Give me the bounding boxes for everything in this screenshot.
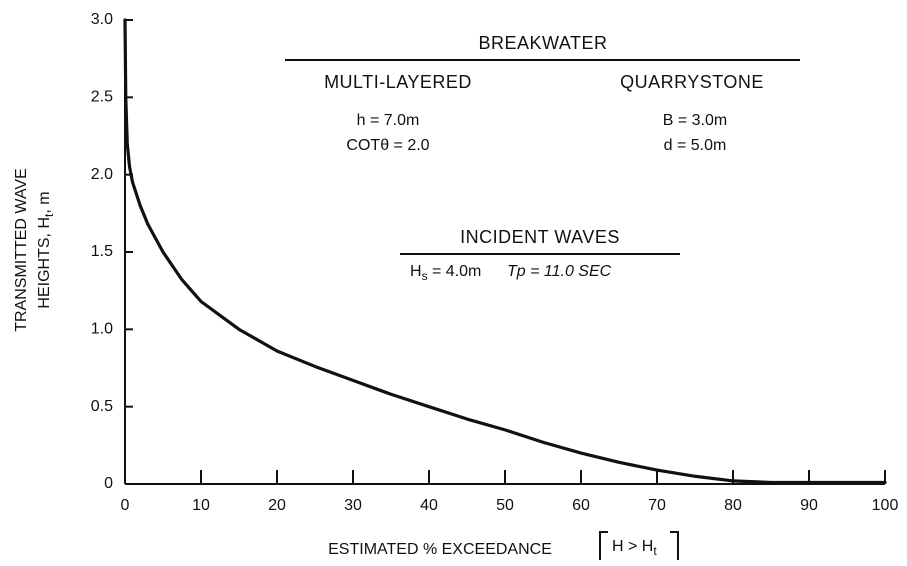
- annotation: H: [410, 263, 422, 280]
- y-tick-label: 1.0: [91, 321, 113, 338]
- y-axis-label: HEIGHTS, H: [36, 217, 53, 309]
- annotation: d = 5.0m: [664, 137, 727, 154]
- x-axis-label: H > H: [612, 538, 653, 555]
- y-tick-label: 0.5: [91, 398, 113, 415]
- x-axis-label: t: [653, 544, 657, 558]
- annotation: B = 3.0m: [663, 112, 727, 129]
- annotation: INCIDENT WAVES: [460, 227, 620, 247]
- x-tick-label: 10: [192, 497, 210, 514]
- annotation: MULTI-LAYERED: [324, 72, 472, 92]
- annotation: Tp = 11.0 SEC: [507, 263, 612, 280]
- x-tick-label: 0: [121, 497, 130, 514]
- annotation: BREAKWATER: [478, 33, 607, 53]
- y-tick-label: 2.0: [91, 166, 113, 183]
- x-tick-label: 30: [344, 497, 362, 514]
- y-axis-label: TRANSMITTED WAVE: [13, 168, 30, 332]
- x-tick-label: 100: [872, 497, 899, 514]
- annotation: = 4.0m: [428, 263, 482, 280]
- y-tick-label: 1.5: [91, 243, 113, 260]
- x-tick-label: 40: [420, 497, 438, 514]
- bracket: [599, 531, 679, 560]
- annotation: Hs = 4.0m: [410, 263, 481, 283]
- x-tick-label: 50: [496, 497, 514, 514]
- y-tick-label: 2.5: [91, 89, 113, 106]
- y-axis-label: t: [42, 213, 56, 217]
- x-tick-label: 90: [800, 497, 818, 514]
- y-axis-label: HEIGHTS, Ht, m: [36, 191, 56, 308]
- x-tick-label: 60: [572, 497, 590, 514]
- x-tick-label: 80: [724, 497, 742, 514]
- annotation: QUARRYSTONE: [620, 72, 764, 92]
- y-tick-label: 3.0: [91, 11, 113, 28]
- annotation: COTθ = 2.0: [346, 137, 429, 154]
- data-line: [123, 18, 887, 485]
- annotation: s: [422, 269, 428, 283]
- x-tick-label: 20: [268, 497, 286, 514]
- y-axis-label: , m: [36, 191, 53, 213]
- x-axis-label: ESTIMATED % EXCEEDANCE: [328, 541, 552, 558]
- annotation: h = 7.0m: [357, 112, 420, 129]
- x-tick-label: 70: [648, 497, 666, 514]
- y-tick-label: 0: [104, 475, 113, 492]
- x-axis-label: H > Ht: [612, 538, 657, 558]
